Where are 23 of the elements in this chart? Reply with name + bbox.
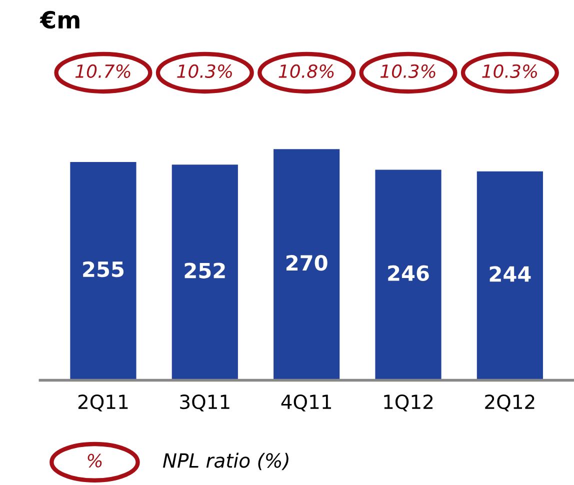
data-label: 252 bbox=[184, 262, 225, 278]
text: NPL ratio (%) bbox=[162, 452, 288, 470]
text: 10.3% bbox=[177, 64, 232, 78]
data-label: 244 bbox=[490, 266, 531, 282]
x-tick-label: 2Q11 bbox=[78, 394, 128, 412]
bar bbox=[172, 164, 238, 380]
bar bbox=[476, 171, 543, 380]
x-tick-label: 3Q11 bbox=[180, 394, 230, 412]
text: 10.8% bbox=[278, 64, 334, 78]
text: % bbox=[88, 454, 102, 468]
x-tick-label: 1Q12 bbox=[384, 394, 433, 412]
text: 10.7% bbox=[75, 64, 130, 78]
x-tick-label: 2Q12 bbox=[485, 394, 534, 412]
text: 10.3% bbox=[380, 64, 436, 78]
bar bbox=[375, 170, 442, 380]
x-tick-label: 4Q11 bbox=[281, 394, 331, 412]
data-label: 246 bbox=[388, 265, 429, 282]
text: 10.3% bbox=[482, 64, 537, 78]
bar bbox=[70, 162, 136, 380]
bar bbox=[274, 149, 340, 380]
data-label: 255 bbox=[83, 261, 124, 278]
chart-title: €m bbox=[40, 10, 80, 29]
data-label: 270 bbox=[286, 254, 328, 271]
